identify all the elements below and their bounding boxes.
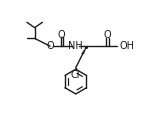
Polygon shape bbox=[81, 46, 87, 54]
Text: O: O bbox=[46, 41, 54, 51]
Text: O: O bbox=[58, 30, 66, 40]
Text: OH: OH bbox=[120, 41, 135, 51]
Text: O: O bbox=[104, 30, 111, 40]
Text: Cl: Cl bbox=[70, 70, 80, 80]
Text: NH: NH bbox=[68, 41, 82, 51]
